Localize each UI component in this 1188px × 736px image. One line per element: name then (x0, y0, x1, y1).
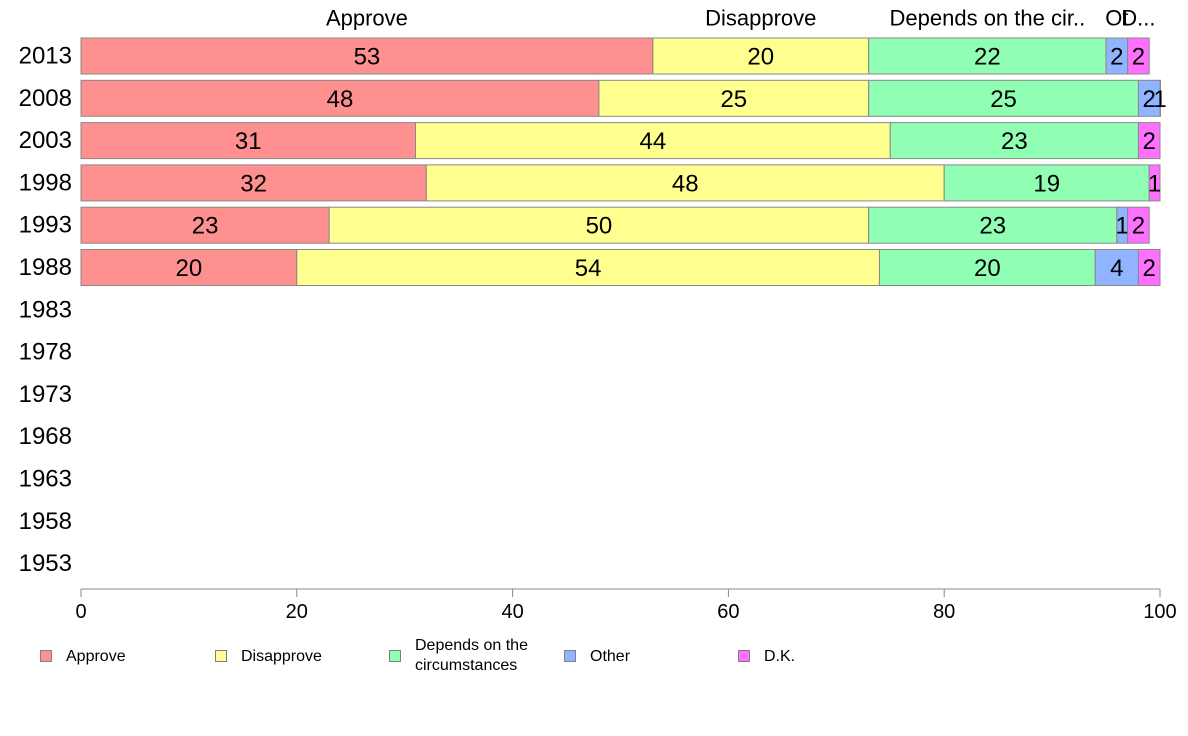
bar-segment (80, 37, 654, 75)
y-tick-label: 1968 (19, 423, 72, 450)
data-label: 31 (235, 128, 262, 155)
data-label: 25 (990, 86, 1017, 113)
legend-swatch-approve (40, 650, 52, 662)
bar-segment (1148, 164, 1161, 202)
bar-segment (652, 37, 870, 75)
x-tick-label: 80 (933, 601, 955, 623)
bar-segment (80, 164, 427, 202)
stacked-bar-chart: 2013 2008 2003 1998 1993 1988 1983 1978 1973 1968… (19, 6, 1177, 624)
bar-segment (1127, 37, 1150, 75)
y-tick-label: 1993 (19, 212, 72, 239)
bar-segment (80, 122, 416, 160)
legend-swatch-other (564, 650, 576, 662)
x-tick-label: 100 (1143, 601, 1176, 623)
data-label: 19 (1033, 170, 1060, 197)
legend-label-other: Other (590, 648, 631, 665)
data-label: 23 (192, 213, 219, 240)
bar-segment (1137, 122, 1161, 160)
data-label: 32 (240, 170, 267, 197)
data-label: 20 (176, 255, 203, 282)
bar-segment (425, 164, 945, 202)
y-tick-label: 1988 (19, 254, 72, 281)
y-tick-label: 1953 (19, 550, 72, 577)
series-top-label: D... (1121, 6, 1155, 31)
legend: Approve Disapprove Depends on the circum… (0, 636, 1188, 686)
x-tick-label: 60 (717, 601, 739, 623)
series-top-label: Approve (326, 6, 408, 31)
data-label: 23 (979, 213, 1006, 240)
series-top-label: Ot (1105, 6, 1128, 31)
y-tick-label: 1983 (19, 296, 72, 323)
x-tick-label: 20 (286, 601, 308, 623)
data-label: 4 (1110, 255, 1123, 282)
data-label: 48 (672, 170, 699, 197)
legend-label-disapprove: Disapprove (241, 648, 322, 665)
bar-segment (296, 249, 880, 286)
y-tick-label: 2008 (19, 85, 72, 112)
bar-segment (598, 79, 870, 117)
bar-segment (868, 79, 1139, 117)
data-label: 25 (720, 86, 747, 113)
data-label: 2 (1132, 44, 1145, 71)
x-tick-label: 40 (501, 601, 523, 623)
legend-item-other: Other (564, 636, 730, 667)
legend-item-disapprove: Disapprove (215, 636, 381, 667)
legend-label-approve: Approve (66, 648, 126, 665)
data-label: 54 (575, 255, 602, 282)
y-tick-label: 2013 (19, 43, 72, 70)
data-label: 2 (1143, 255, 1156, 282)
legend-label-depends: Depends on the circumstances (415, 637, 528, 674)
bar-segment (943, 164, 1150, 202)
data-label: 1 (1153, 86, 1166, 113)
y-tick-label: 1973 (19, 381, 72, 408)
y-tick-label: 1963 (19, 466, 72, 493)
legend-label-dk: D.K. (764, 648, 796, 665)
bar-segment (80, 249, 298, 286)
data-label: 2 (1143, 86, 1156, 113)
series-top-label: Depends on the cir.. (890, 6, 1086, 31)
bar-segment (414, 122, 891, 160)
y-tick-label: 1998 (19, 169, 72, 196)
series-top-label: Disapprove (705, 6, 816, 31)
legend-swatch-disapprove (215, 650, 227, 662)
bar-segment (1137, 249, 1161, 286)
bar-segment (1159, 79, 1161, 117)
legend-item-dk: D.K. (738, 636, 904, 667)
legend-item-depends: Depends on the circumstances (389, 636, 555, 676)
bar-segment (868, 37, 1107, 75)
data-label: 2 (1132, 213, 1145, 240)
legend-swatch-dk (738, 650, 750, 662)
legend-swatch-depends (389, 650, 401, 662)
x-tick-label: 0 (75, 601, 86, 623)
legend-item-approve: Approve (40, 636, 206, 667)
data-label: 53 (354, 44, 381, 71)
y-tick-label: 1958 (19, 508, 72, 535)
data-label: 2 (1110, 44, 1123, 71)
data-label: 44 (640, 128, 667, 155)
data-label: 2 (1143, 128, 1156, 155)
y-tick-label: 1978 (19, 339, 72, 366)
bar-segment (878, 249, 1096, 286)
bar-segment (80, 79, 600, 117)
data-label: 50 (586, 213, 613, 240)
data-label: 23 (1001, 128, 1028, 155)
data-label: 48 (327, 86, 354, 113)
data-label: 1 (1116, 213, 1129, 240)
data-label: 20 (974, 255, 1001, 282)
data-label: 20 (747, 44, 774, 71)
bar-segment (868, 206, 1118, 244)
data-label: 22 (974, 44, 1001, 71)
y-tick-label: 2003 (19, 127, 72, 154)
bar-segment (1127, 206, 1150, 244)
data-label: 1 (1148, 170, 1161, 197)
